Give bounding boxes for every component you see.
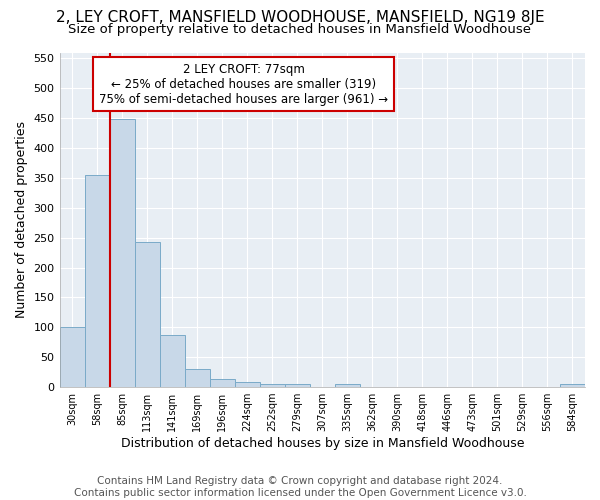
Bar <box>160 334 185 387</box>
Y-axis label: Number of detached properties: Number of detached properties <box>15 122 28 318</box>
Bar <box>110 120 134 387</box>
Bar <box>285 384 310 387</box>
Bar <box>134 242 160 387</box>
Text: Size of property relative to detached houses in Mansfield Woodhouse: Size of property relative to detached ho… <box>68 22 532 36</box>
Bar <box>59 328 85 387</box>
Bar <box>209 380 235 387</box>
Bar <box>235 382 260 387</box>
Text: 2 LEY CROFT: 77sqm
← 25% of detached houses are smaller (319)
75% of semi-detach: 2 LEY CROFT: 77sqm ← 25% of detached hou… <box>99 62 388 106</box>
X-axis label: Distribution of detached houses by size in Mansfield Woodhouse: Distribution of detached houses by size … <box>121 437 524 450</box>
Bar <box>260 384 285 387</box>
Bar <box>185 369 209 387</box>
Bar <box>560 384 585 387</box>
Text: Contains HM Land Registry data © Crown copyright and database right 2024.
Contai: Contains HM Land Registry data © Crown c… <box>74 476 526 498</box>
Bar <box>335 384 360 387</box>
Bar <box>85 175 110 387</box>
Text: 2, LEY CROFT, MANSFIELD WOODHOUSE, MANSFIELD, NG19 8JE: 2, LEY CROFT, MANSFIELD WOODHOUSE, MANSF… <box>56 10 544 25</box>
